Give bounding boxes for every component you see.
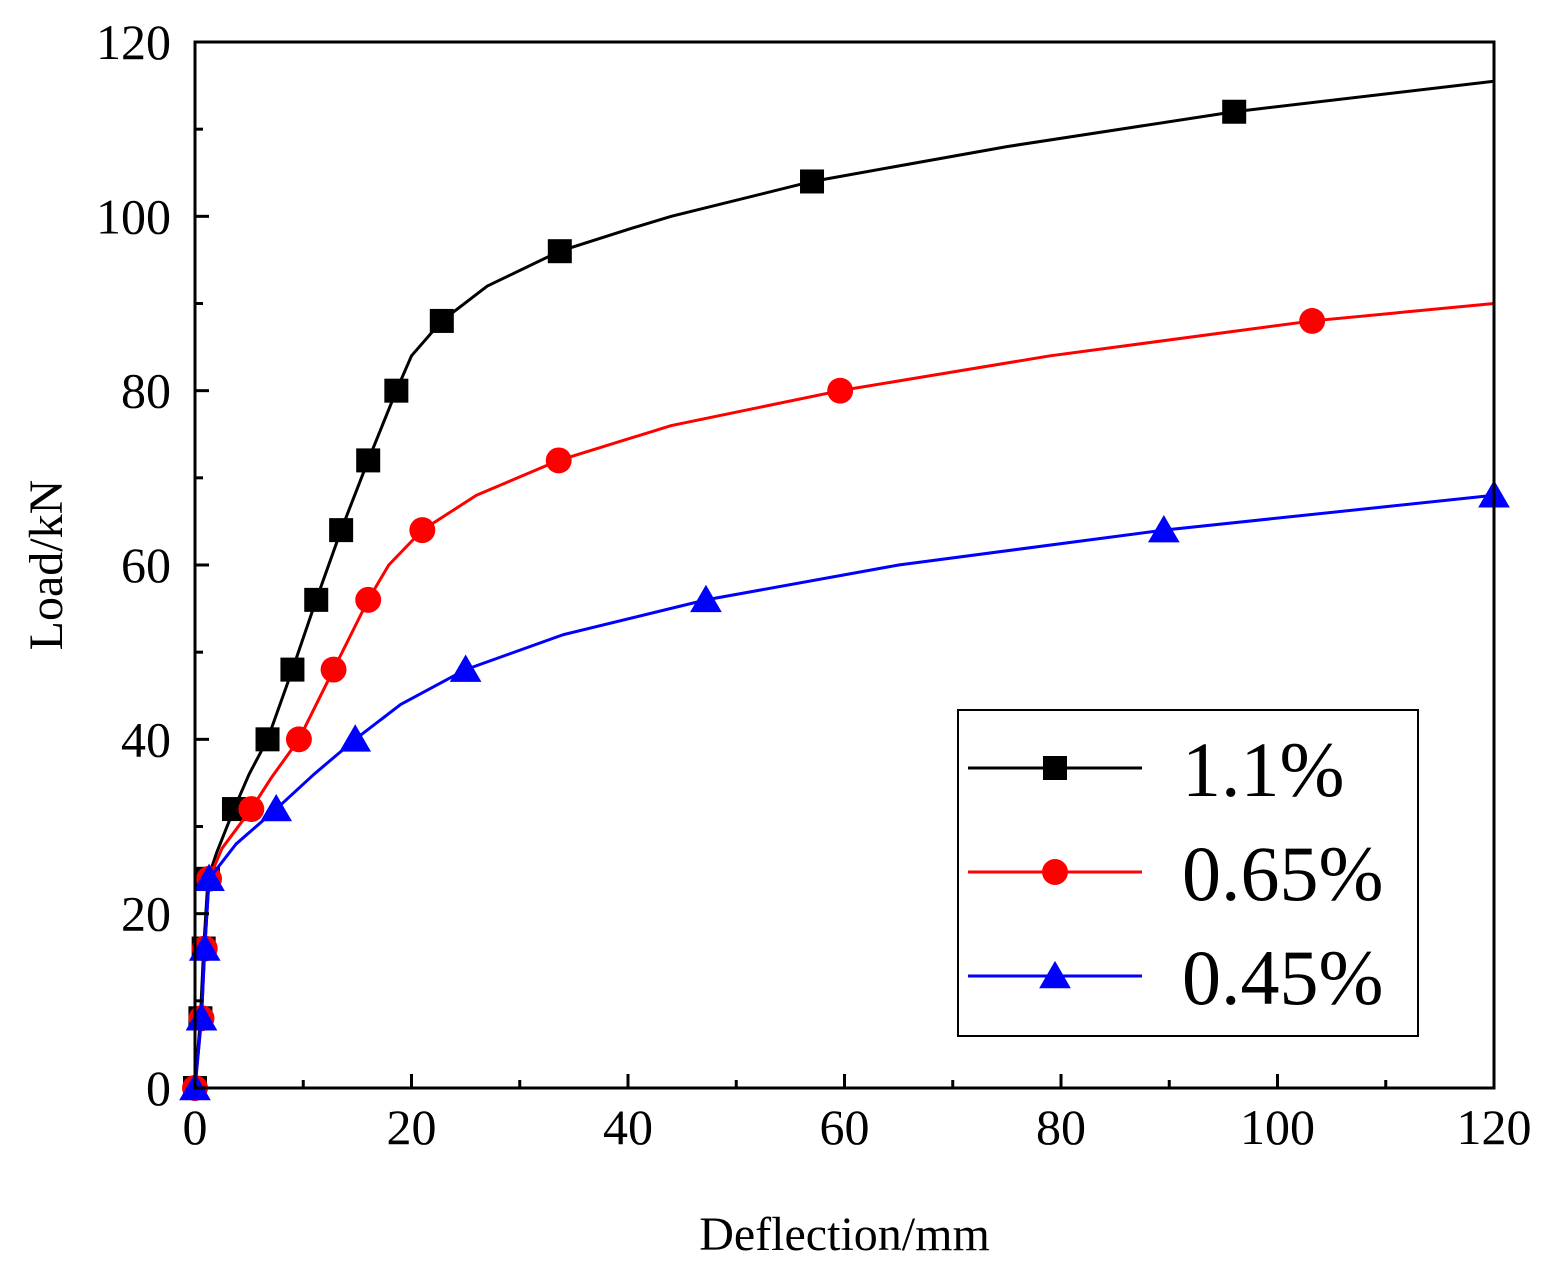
y-tick-label: 80 — [121, 363, 171, 419]
series-layer — [179, 79, 1510, 1101]
y-tick-label: 60 — [121, 537, 171, 593]
legend-item: 0.65% — [968, 830, 1383, 917]
y-tick-label: 100 — [96, 188, 171, 244]
legend-marker-triangle — [1039, 960, 1071, 989]
data-point-square — [800, 169, 825, 194]
data-point-square — [547, 239, 572, 264]
x-axis-ticks: 0 20 40 60 80 100 120 — [183, 1074, 1532, 1155]
legend-item: 0.45% — [968, 934, 1383, 1021]
x-tick-label: 20 — [387, 1099, 437, 1155]
data-point-square — [1222, 99, 1247, 124]
y-tick-label: 120 — [96, 14, 171, 70]
data-point-circle — [409, 517, 436, 544]
data-point-square — [304, 587, 329, 612]
x-tick-label: 60 — [820, 1099, 870, 1155]
data-point-circle — [320, 656, 347, 683]
legend-label: 0.45% — [1182, 934, 1383, 1021]
y-axis-label: Load/kN — [20, 480, 73, 651]
data-point-circle — [285, 726, 312, 753]
data-point-circle — [545, 447, 572, 474]
data-point-square — [384, 378, 409, 403]
legend-item: 1.1% — [968, 726, 1344, 813]
data-point-square — [429, 308, 454, 333]
x-tick-label: 40 — [603, 1099, 653, 1155]
x-tick-label: 120 — [1457, 1099, 1532, 1155]
data-point-triangle — [260, 793, 293, 822]
x-tick-label: 0 — [183, 1099, 208, 1155]
x-tick-label: 80 — [1036, 1099, 1086, 1155]
y-tick-label: 0 — [146, 1060, 171, 1116]
data-point-circle — [238, 796, 265, 823]
data-point-circle — [827, 377, 854, 404]
x-axis-label: Deflection/mm — [699, 1208, 990, 1261]
data-point-triangle — [449, 654, 482, 682]
data-point-triangle — [339, 724, 372, 752]
y-tick-label: 20 — [121, 886, 171, 942]
legend-label: 1.1% — [1182, 726, 1344, 813]
x-tick-label: 100 — [1240, 1099, 1315, 1155]
y-axis-ticks: 0 20 40 60 80 100 120 — [96, 14, 209, 1116]
data-point-square — [280, 657, 305, 682]
legend-marker-square — [1043, 756, 1067, 780]
data-point-square — [329, 518, 354, 543]
data-point-triangle — [690, 584, 722, 613]
data-point-circle — [355, 586, 382, 613]
data-point-square — [356, 448, 381, 473]
legend-marker-circle — [1042, 859, 1068, 885]
data-point-triangle — [188, 933, 221, 961]
data-point-triangle — [1147, 515, 1180, 543]
legend-label: 0.65% — [1182, 830, 1383, 917]
data-point-triangle — [193, 863, 225, 892]
y-tick-label: 40 — [121, 711, 171, 767]
data-point-square — [255, 727, 280, 752]
data-point-circle — [1299, 307, 1326, 334]
legend: 1.1% 0.65% 0.45% — [957, 709, 1419, 1037]
